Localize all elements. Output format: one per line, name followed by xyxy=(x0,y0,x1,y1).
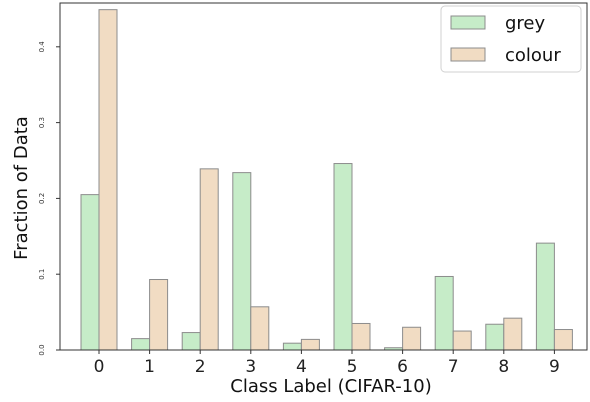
legend: grey colour xyxy=(440,5,582,73)
bar-grey-class-2 xyxy=(181,332,201,351)
x-tick-label: 9 xyxy=(549,357,560,377)
x-ticks: 0 1 2 3 4 5 6 7 8 9 xyxy=(94,350,560,377)
bar-colour-class-9 xyxy=(553,329,573,351)
bar-grey-class-4 xyxy=(282,342,302,351)
bar-grey-class-9 xyxy=(535,242,555,351)
plot-frame xyxy=(59,2,588,351)
y-axis-label: Fraction of Data xyxy=(11,116,32,260)
bar-grey-class-1 xyxy=(131,338,151,351)
x-tick-label: 7 xyxy=(448,357,459,377)
bar-colour-class-0 xyxy=(98,9,118,351)
x-tick-label: 6 xyxy=(397,357,408,377)
legend-label-grey: grey xyxy=(505,13,546,34)
x-tick-label: 1 xyxy=(144,357,155,377)
bar-colour-class-5 xyxy=(351,322,371,351)
bar-colour-class-8 xyxy=(503,317,523,351)
bars-group xyxy=(80,9,573,351)
y-tick-label: 0.3 xyxy=(38,117,46,128)
x-tick-label: 3 xyxy=(245,357,256,377)
x-tick-label: 2 xyxy=(195,357,206,377)
legend-swatch-colour xyxy=(450,47,486,62)
bar-colour-class-1 xyxy=(149,279,169,351)
bar-colour-class-3 xyxy=(250,306,270,351)
y-ticks: 0.0 0.1 0.2 0.3 0.4 xyxy=(38,41,60,356)
bar-colour-class-6 xyxy=(402,326,422,351)
x-tick-label: 0 xyxy=(94,357,105,377)
bar-grey-class-7 xyxy=(434,275,454,351)
y-tick-label: 0.1 xyxy=(38,269,46,280)
y-tick-label: 0.0 xyxy=(38,344,46,355)
bar-colour-class-2 xyxy=(199,168,219,351)
bar-grey-class-0 xyxy=(80,194,100,351)
bar-grey-class-3 xyxy=(232,172,252,351)
legend-swatch-grey xyxy=(450,15,486,30)
y-tick-label: 0.2 xyxy=(38,193,46,204)
bar-colour-class-4 xyxy=(300,338,320,351)
bar-grey-class-8 xyxy=(485,323,505,351)
x-tick-label: 5 xyxy=(347,357,358,377)
bar-colour-class-7 xyxy=(452,330,472,351)
x-tick-label: 4 xyxy=(296,357,307,377)
x-axis-label: Class Label (CIFAR-10) xyxy=(230,376,431,397)
y-tick-label: 0.4 xyxy=(38,41,46,53)
x-tick-label: 8 xyxy=(498,357,509,377)
legend-label-colour: colour xyxy=(505,45,561,66)
bar-grey-class-5 xyxy=(333,163,353,351)
